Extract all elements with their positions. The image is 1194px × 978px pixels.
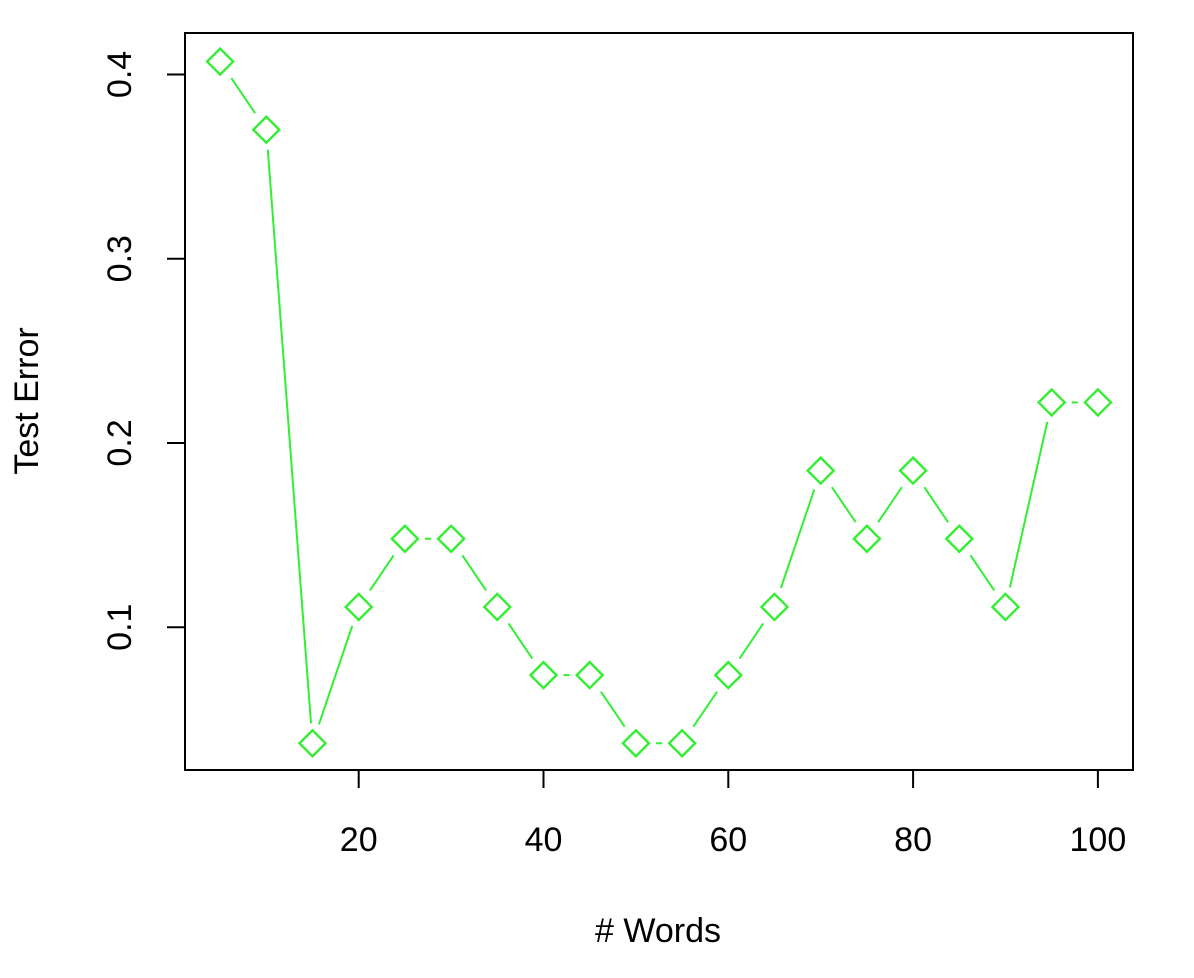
series-layer (205, 46, 1113, 758)
data-point-diamond (575, 660, 605, 690)
data-point-diamond (205, 46, 235, 77)
x-axis-title: # Words (595, 912, 721, 950)
plot-frame (184, 32, 1134, 771)
y-tick-label: 0.1 (101, 604, 139, 651)
data-point-diamond (436, 524, 466, 554)
series-line-segment (692, 691, 718, 728)
data-point-diamond (344, 592, 374, 622)
x-tick-label: 100 (1070, 821, 1127, 859)
data-point-diamond (759, 592, 790, 622)
data-point-diamond (621, 728, 651, 758)
data-point-diamond (1083, 387, 1113, 418)
data-point-diamond (852, 524, 882, 554)
series-line-segment (779, 489, 816, 589)
data-point-diamond (944, 524, 974, 554)
data-point-diamond (528, 660, 559, 690)
series-line-segment (831, 486, 857, 523)
series-line-segment (317, 625, 354, 725)
data-point-diamond (713, 660, 743, 690)
data-point-diamond (667, 728, 697, 758)
series-line-segment (461, 554, 487, 591)
y-axis-title: Test Error (8, 327, 46, 474)
series-line-segment (230, 77, 256, 114)
data-point-diamond (805, 455, 836, 486)
series-line-segment (923, 486, 949, 523)
y-axis: 0.1 0.2 0.3 0.4 (101, 51, 186, 651)
data-point-diamond (482, 592, 513, 622)
data-point-diamond (990, 592, 1021, 622)
y-tick-label: 0.3 (101, 235, 139, 282)
series-line-segment (1008, 421, 1049, 588)
series-line-segment (600, 691, 626, 728)
series-line-segment (877, 486, 903, 523)
x-tick-label: 40 (525, 821, 563, 859)
data-point-diamond (898, 455, 928, 486)
data-point-diamond (251, 115, 282, 145)
series-line-segment (738, 622, 765, 660)
data-point-diamond (297, 728, 328, 758)
data-point-diamond (1036, 387, 1067, 418)
x-tick-label: 80 (894, 821, 932, 859)
series-line-segment (969, 554, 996, 591)
series-line-segment (507, 622, 534, 660)
y-tick-label: 0.4 (101, 51, 139, 98)
data-point-diamond (390, 524, 420, 554)
series-line-segment (369, 554, 395, 591)
y-tick-label: 0.2 (101, 419, 139, 466)
x-tick-label: 60 (709, 821, 747, 859)
series-line-segment (266, 149, 313, 724)
x-tick-label: 20 (340, 821, 378, 859)
x-axis: 20 40 60 80 100 (340, 769, 1127, 859)
